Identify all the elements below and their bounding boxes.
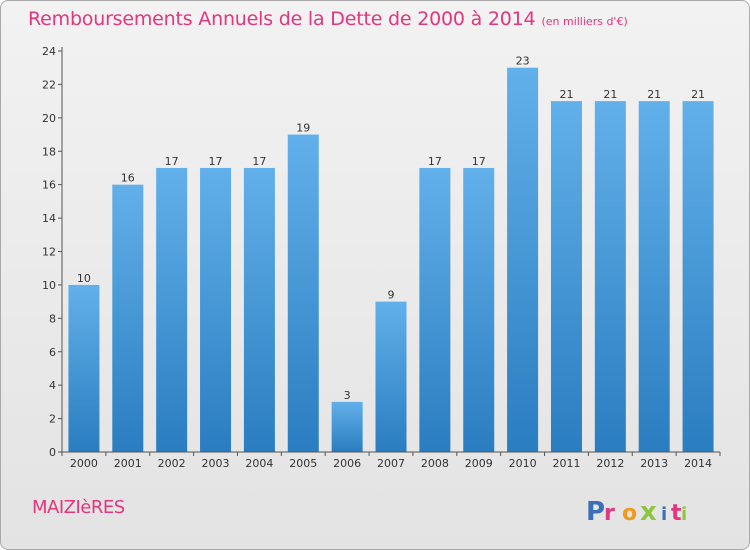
bar-2013	[638, 101, 670, 452]
bar-2014	[682, 101, 714, 452]
bar-2007	[375, 301, 407, 452]
x-tick-label: 2006	[333, 457, 361, 470]
x-tick-label: 2014	[684, 457, 712, 470]
bar-value-label: 17	[472, 155, 486, 168]
chart-title-text: Remboursements Annuels de la Dette de 20…	[28, 8, 536, 30]
bar-value-label: 10	[77, 272, 91, 285]
y-tick-label: 4	[49, 379, 56, 392]
y-tick-label: 10	[42, 279, 56, 292]
y-tick-label: 16	[42, 179, 56, 192]
bar-2012	[594, 101, 626, 452]
bar-value-label: 17	[252, 155, 266, 168]
bar-value-label: 17	[209, 155, 223, 168]
bar-2009	[463, 167, 495, 453]
bar-value-label: 23	[516, 55, 530, 68]
chart-subtitle: (en milliers d'€)	[541, 15, 628, 28]
y-tick-label: 0	[49, 446, 56, 459]
y-tick-label: 8	[49, 312, 56, 325]
bar-value-label: 17	[428, 155, 442, 168]
location-label: MAIZIèRES	[32, 497, 125, 518]
proxiti-logo[interactable]: Pr o x i t i	[584, 491, 694, 531]
x-tick-label: 2003	[202, 457, 230, 470]
x-tick-label: 2013	[640, 457, 668, 470]
x-tick-label: 2007	[377, 457, 405, 470]
bar-2001	[112, 184, 144, 452]
y-tick-label: 2	[49, 413, 56, 426]
bar-value-label: 21	[603, 88, 617, 101]
x-tick-label: 2002	[158, 457, 186, 470]
bar-value-label: 21	[647, 88, 661, 101]
x-tick-label: 2005	[289, 457, 317, 470]
y-tick-label: 20	[42, 112, 56, 125]
bar-value-label: 21	[691, 88, 705, 101]
bar-2002	[156, 167, 188, 453]
bar-2003	[200, 167, 232, 453]
bar-value-label: 19	[296, 122, 310, 135]
logo-letter: i	[681, 504, 687, 525]
y-tick-label: 6	[49, 346, 56, 359]
x-tick-label: 2001	[114, 457, 142, 470]
bar-2000	[68, 284, 100, 452]
bar-value-label: 17	[165, 155, 179, 168]
x-tick-label: 2008	[421, 457, 449, 470]
y-tick-label: 12	[42, 246, 56, 259]
bar-2008	[419, 167, 451, 453]
y-tick-label: 24	[42, 45, 56, 58]
logo-letter: r	[604, 501, 615, 526]
bar-2010	[507, 67, 539, 452]
chart-title: Remboursements Annuels de la Dette de 20…	[28, 8, 628, 30]
x-tick-label: 2009	[465, 457, 493, 470]
x-tick-label: 2010	[509, 457, 537, 470]
x-tick-label: 2000	[70, 457, 98, 470]
logo-letter: P	[586, 497, 605, 527]
x-tick-label: 2011	[552, 457, 580, 470]
bar-2004	[243, 167, 275, 453]
logo-letter: o	[622, 501, 637, 526]
bars: 10 16 17 17 17 19 3 9 17 17 23 21 21 21 21	[68, 55, 714, 453]
x-axis: 2000 2001 2002 2003 2004 2005 2006 2007 2008 2009…	[61, 451, 721, 470]
bar-2011	[550, 101, 582, 452]
bar-2006	[331, 401, 363, 452]
y-tick-label: 22	[42, 78, 56, 91]
bar-value-label: 21	[559, 88, 573, 101]
bar-2005	[287, 134, 319, 452]
bar-value-label: 9	[388, 289, 395, 302]
logo-letter: x	[640, 497, 657, 527]
y-tick-label: 14	[42, 212, 56, 225]
y-tick-label: 18	[42, 145, 56, 158]
x-tick-label: 2004	[245, 457, 273, 470]
bar-value-label: 3	[344, 389, 351, 402]
logo-letter: t	[671, 501, 682, 526]
bar-value-label: 16	[121, 172, 135, 185]
x-tick-label: 2012	[596, 457, 624, 470]
logo-letter: i	[661, 504, 667, 525]
